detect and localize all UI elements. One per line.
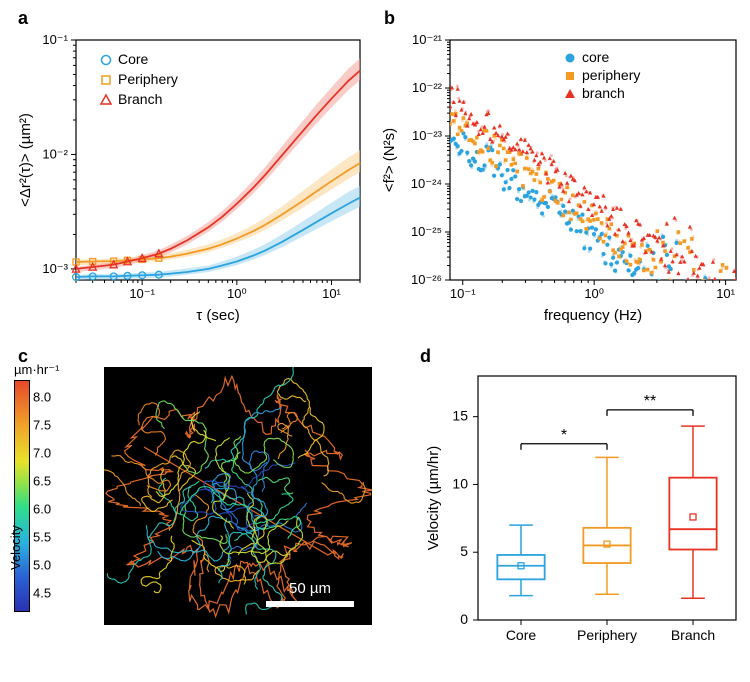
panel-b-chart: 10⁻¹ 10⁰ 10¹ 10⁻²⁶ 10⁻²⁵ 10⁻²⁴ 10⁻²³ 10⁻²² 10⁻²¹… xyxy=(376,12,746,342)
svg-text:10⁻¹: 10⁻¹ xyxy=(42,32,68,47)
svg-text:10⁻²⁴: 10⁻²⁴ xyxy=(411,176,442,191)
svg-text:10⁻¹: 10⁻¹ xyxy=(129,286,155,301)
svg-text:Core: Core xyxy=(118,51,149,67)
svg-text:10¹: 10¹ xyxy=(322,286,341,301)
colorbar-tick: 8.0 xyxy=(33,389,51,404)
panel-c-image: 50 µm xyxy=(104,367,372,625)
colorbar-bar xyxy=(14,380,30,612)
svg-text:branch: branch xyxy=(582,85,625,101)
colorbar-tick: 5.0 xyxy=(33,558,51,573)
colorbar-axis-label: Velocity xyxy=(8,525,23,570)
colorbar-tick: 6.0 xyxy=(33,502,51,517)
svg-text:15: 15 xyxy=(452,408,468,424)
scale-bar-line xyxy=(266,601,354,607)
svg-text:Branch: Branch xyxy=(671,627,715,643)
colorbar-tick: 5.5 xyxy=(33,530,51,545)
svg-text:Periphery: Periphery xyxy=(577,627,637,643)
svg-text:Periphery: Periphery xyxy=(118,71,178,87)
svg-text:**: ** xyxy=(644,393,656,410)
svg-text:10⁻³: 10⁻³ xyxy=(42,261,68,276)
colorbar-tick: 4.5 xyxy=(33,586,51,601)
svg-text:10¹: 10¹ xyxy=(716,286,735,301)
svg-text:Velocity (µm/hr): Velocity (µm/hr) xyxy=(425,446,442,551)
svg-text:τ (sec): τ (sec) xyxy=(196,307,239,324)
panel-a-chart: 10⁻¹ 10⁰ 10¹ 10⁻³ 10⁻² 10⁻¹ τ (sec) <Δr²(τ)> (µ… xyxy=(10,12,370,342)
colorbar-ticks: 4.5 5.0 5.5 6.0 6.5 7.0 7.5 8.0 xyxy=(33,380,67,610)
svg-text:10⁰: 10⁰ xyxy=(584,286,604,301)
svg-text:Branch: Branch xyxy=(118,91,162,107)
colorbar-unit: µm·hr⁻¹ xyxy=(14,362,92,378)
svg-text:5: 5 xyxy=(460,543,468,559)
colorbar-tick: 7.5 xyxy=(33,417,51,432)
svg-text:frequency (Hz): frequency (Hz) xyxy=(544,307,642,324)
svg-text:10: 10 xyxy=(452,475,468,491)
svg-text:Core: Core xyxy=(506,627,537,643)
svg-text:10⁻²¹: 10⁻²¹ xyxy=(412,32,443,47)
svg-text:<Δr²(τ)> (µm²): <Δr²(τ)> (µm²) xyxy=(17,113,34,207)
svg-text:0: 0 xyxy=(460,611,468,627)
colorbar-tick: 6.5 xyxy=(33,473,51,488)
svg-text:core: core xyxy=(582,49,609,65)
svg-text:10⁻²³: 10⁻²³ xyxy=(412,128,443,143)
svg-text:10⁰: 10⁰ xyxy=(227,286,247,301)
svg-text:10⁻¹: 10⁻¹ xyxy=(450,286,476,301)
svg-text:*: * xyxy=(561,427,567,444)
svg-text:10⁻²²: 10⁻²² xyxy=(412,80,443,95)
svg-text:10⁻²⁶: 10⁻²⁶ xyxy=(411,272,442,287)
panel-d-chart: 0 5 10 15 Velocity (µm/hr) Core Periphery Branc… xyxy=(418,352,748,672)
colorbar: µm·hr⁻¹ 4.5 5.0 5.5 6.0 6.5 7.0 7.5 8.0 xyxy=(14,362,92,627)
figure-root: a b c d 10⁻¹10⁰10¹10⁻³10⁻²10⁻¹τ (sec)<Δr… xyxy=(0,0,750,682)
scale-bar: 50 µm xyxy=(266,580,354,607)
svg-text:10⁻²: 10⁻² xyxy=(42,146,68,161)
colorbar-tick: 7.0 xyxy=(33,445,51,460)
scale-bar-label: 50 µm xyxy=(289,580,331,597)
svg-text:periphery: periphery xyxy=(582,67,640,83)
svg-text:10⁻²⁵: 10⁻²⁵ xyxy=(411,224,442,239)
svg-text:<f²> (N²s): <f²> (N²s) xyxy=(381,128,398,192)
